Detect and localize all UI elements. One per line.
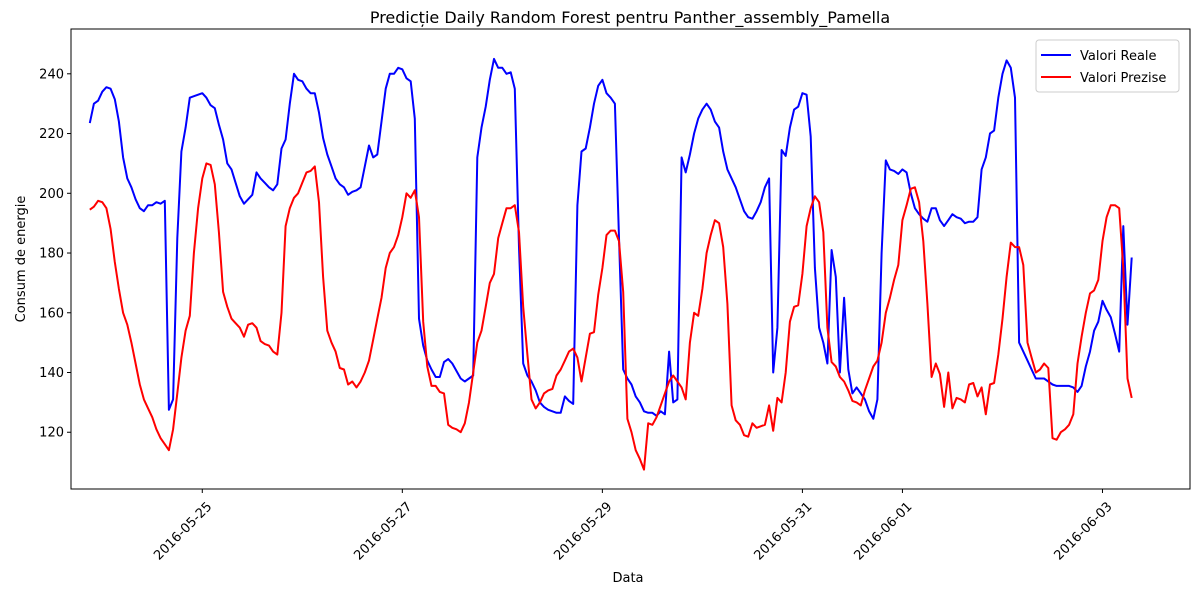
y-tick-label: 140 — [39, 366, 64, 381]
legend: Valori Reale Valori Prezise — [1035, 39, 1180, 93]
chart-title: Predicție Daily Random Forest pentru Pan… — [370, 8, 890, 28]
x-tick-label: 2016-06-03 — [1051, 499, 1115, 563]
x-tick-label: 2016-05-31 — [751, 499, 815, 563]
y-tick-label: 240 — [39, 67, 64, 82]
y-tick-label: 180 — [39, 247, 64, 262]
series-layer — [88, 57, 1133, 471]
series-line-valori-reale — [88, 57, 1133, 420]
y-tick-label: 200 — [39, 187, 64, 202]
y-tick-label: 220 — [39, 127, 64, 142]
plot-frame — [70, 28, 1191, 490]
y-axis-title: Consum de energie — [14, 196, 29, 323]
legend-label-reale: Valori Reale — [1080, 49, 1157, 64]
legend-label-prezise: Valori Prezise — [1080, 71, 1166, 86]
x-tick-label: 2016-05-25 — [151, 499, 215, 563]
x-tick-label: 2016-05-29 — [551, 499, 615, 563]
x-axis: 2016-05-25 2016-05-27 2016-05-29 2016-05-31… — [151, 489, 1116, 563]
y-axis: 120 140 160 180 200 220 240 — [39, 67, 71, 441]
y-tick-label: 120 — [39, 426, 64, 441]
legend-frame — [1035, 39, 1180, 93]
x-tick-label: 2016-06-01 — [851, 499, 915, 563]
x-axis-title: Data — [612, 571, 643, 586]
series-line-valori-prezise — [89, 162, 1133, 471]
y-tick-label: 160 — [39, 306, 64, 321]
x-tick-label: 2016-05-27 — [351, 499, 415, 563]
plot-background — [71, 29, 1190, 489]
